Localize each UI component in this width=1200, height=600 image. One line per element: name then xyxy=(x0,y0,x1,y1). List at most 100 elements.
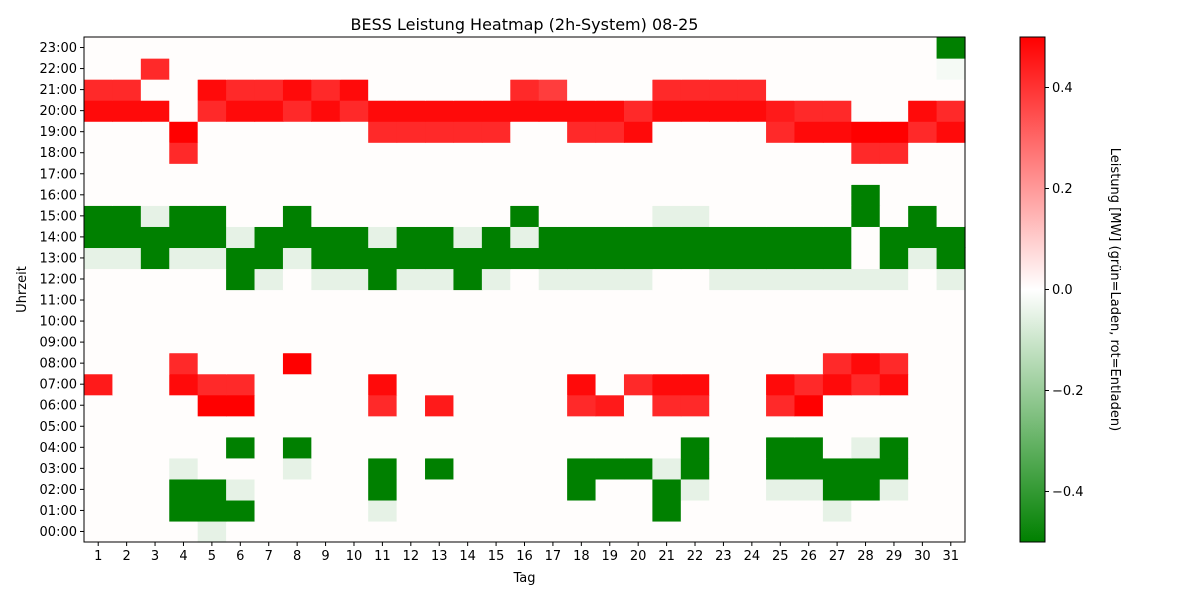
heatmap-cell xyxy=(396,373,426,396)
heatmap-cell xyxy=(140,394,170,417)
heatmap-cell xyxy=(737,373,767,396)
heatmap-cell xyxy=(879,415,909,438)
heatmap-cell xyxy=(140,58,170,80)
heatmap-cell xyxy=(510,331,540,354)
heatmap-cell xyxy=(339,205,369,227)
heatmap-cell xyxy=(709,100,739,122)
heatmap-cell xyxy=(311,394,341,417)
heatmap-cell xyxy=(908,289,938,312)
x-tick-label: 9 xyxy=(321,549,329,564)
heatmap-cell xyxy=(140,289,170,312)
heatmap-cell xyxy=(140,142,170,164)
heatmap-cell xyxy=(737,121,767,143)
heatmap-cell xyxy=(84,499,114,522)
heatmap-cell xyxy=(368,100,398,122)
heatmap-cell xyxy=(140,499,170,522)
heatmap-cell xyxy=(254,457,284,480)
heatmap-cell xyxy=(254,394,284,417)
colorbar-label: Leistung [MW] (grün=Laden, rot=Entladen) xyxy=(1107,148,1122,431)
heatmap-cell xyxy=(84,268,114,291)
x-tick-label: 1 xyxy=(94,549,102,564)
heatmap-cell xyxy=(339,226,369,249)
heatmap-cell xyxy=(936,58,966,80)
heatmap-cell xyxy=(112,100,142,122)
x-tick-label: 22 xyxy=(687,549,704,564)
y-tick-label: 21:00 xyxy=(40,83,77,98)
y-tick-label: 01:00 xyxy=(40,504,77,519)
heatmap-cell xyxy=(936,478,966,501)
heatmap-cell xyxy=(481,352,511,375)
heatmap-cell xyxy=(197,100,227,122)
heatmap-cell xyxy=(226,457,256,480)
heatmap-cell xyxy=(368,205,398,227)
heatmap-cell xyxy=(481,184,511,206)
heatmap-cell xyxy=(282,352,312,375)
heatmap-cell xyxy=(879,394,909,417)
heatmap-cell xyxy=(538,121,568,143)
heatmap-cell xyxy=(510,205,540,227)
x-tick-label: 17 xyxy=(545,549,562,564)
heatmap-cell xyxy=(368,37,398,59)
heatmap-cell xyxy=(737,310,767,333)
x-tick-label: 7 xyxy=(265,549,273,564)
heatmap-cell xyxy=(425,373,455,396)
heatmap-cell xyxy=(652,121,682,143)
heatmap-cell xyxy=(879,331,909,354)
heatmap-cell xyxy=(766,205,796,227)
heatmap-cell xyxy=(567,352,597,375)
x-tick-label: 21 xyxy=(658,549,675,564)
heatmap-cell xyxy=(766,226,796,249)
y-tick-label: 14:00 xyxy=(40,230,77,245)
heatmap-cell xyxy=(169,184,199,206)
heatmap-cell xyxy=(908,268,938,291)
heatmap-cell xyxy=(339,415,369,438)
heatmap-cell xyxy=(481,121,511,143)
heatmap-cell xyxy=(481,142,511,164)
heatmap-cell xyxy=(879,310,909,333)
heatmap-cell xyxy=(453,247,483,270)
heatmap-cell xyxy=(652,520,682,543)
heatmap-cell xyxy=(766,373,796,396)
heatmap-cell xyxy=(936,520,966,543)
heatmap-cell xyxy=(908,436,938,459)
heatmap-cell xyxy=(84,436,114,459)
heatmap-cell xyxy=(680,310,710,333)
x-tick-label: 13 xyxy=(431,549,448,564)
heatmap-cell xyxy=(254,247,284,270)
chart-title: BESS Leistung Heatmap (2h-System) 08-25 xyxy=(351,15,699,34)
heatmap-cell xyxy=(936,184,966,206)
heatmap-cell xyxy=(197,121,227,143)
heatmap-cell xyxy=(311,268,341,291)
heatmap-cell xyxy=(595,478,625,501)
heatmap-cell xyxy=(112,79,142,101)
heatmap-cell xyxy=(339,58,369,80)
heatmap-cell xyxy=(595,331,625,354)
heatmap-cell xyxy=(936,37,966,59)
heatmap-cell xyxy=(226,205,256,227)
heatmap-cell xyxy=(226,121,256,143)
heatmap-cell xyxy=(510,58,540,80)
heatmap-cell xyxy=(936,100,966,122)
heatmap-cell xyxy=(623,499,653,522)
heatmap-cell xyxy=(481,520,511,543)
heatmap-cell xyxy=(851,184,881,206)
heatmap-cell xyxy=(140,352,170,375)
heatmap-cell xyxy=(226,394,256,417)
heatmap-cell xyxy=(595,373,625,396)
heatmap-cell xyxy=(936,436,966,459)
colorbar xyxy=(1019,36,1046,543)
x-axis-ticks: 1 2 3 4 5 6 7 8 9 10 11 12 13 14 15 16 17 18 19 20 21 22 23 24 2… xyxy=(94,542,959,564)
heatmap-cell xyxy=(226,310,256,333)
heatmap-cell xyxy=(140,373,170,396)
heatmap-cell xyxy=(368,226,398,249)
heatmap-cell xyxy=(254,436,284,459)
heatmap-cell xyxy=(794,415,824,438)
heatmap-cell xyxy=(481,415,511,438)
heatmap-cell xyxy=(481,373,511,396)
heatmap-cell xyxy=(339,499,369,522)
heatmap-cell xyxy=(368,499,398,522)
heatmap-cell xyxy=(709,310,739,333)
heatmap-cell xyxy=(254,142,284,164)
y-tick-label: 16:00 xyxy=(40,188,77,203)
y-tick-label: 12:00 xyxy=(40,272,77,287)
